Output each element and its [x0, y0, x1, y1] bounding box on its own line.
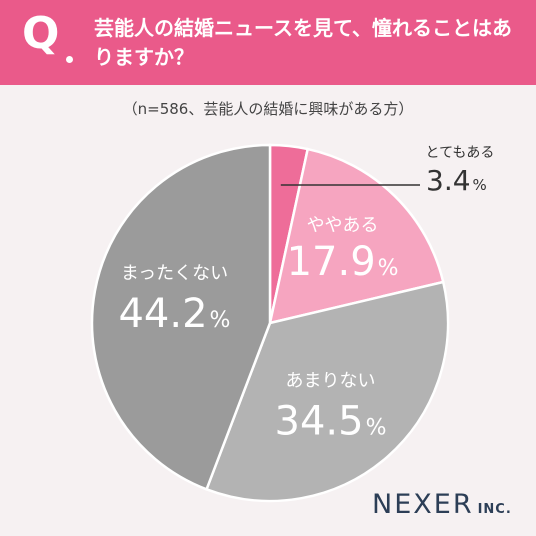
sample-note: （n=586、芸能人の結婚に興味がある方）	[122, 100, 414, 118]
q-mark: Q	[22, 8, 60, 59]
slice-label-4: まったくない	[121, 263, 228, 284]
slice-label-3: あまりない	[286, 371, 376, 392]
question-text: 芸能人の結婚ニュースを見て、憧れることはありますか？	[94, 16, 512, 69]
q-dot	[66, 56, 73, 63]
slice-label-2: ややある	[307, 215, 379, 236]
header-band: Q 芸能人の結婚ニュースを見て、憧れることはありますか？	[0, 0, 536, 85]
slice-label-1: とてもある	[426, 145, 495, 161]
slice-value-1: 3.4%	[426, 164, 487, 197]
slice-value-4: 44.2%	[118, 291, 230, 337]
pie-slice-3	[204, 280, 450, 503]
pie-slice-2	[268, 147, 445, 325]
slice-value-2: 17.9%	[287, 239, 399, 285]
slice-value-3: 34.5%	[275, 399, 387, 445]
logo-main-text: NEXER	[372, 489, 474, 520]
company-logo: NEXER INC.	[372, 489, 512, 520]
logo-sub-text: INC.	[477, 502, 512, 517]
pie-slice-4	[90, 143, 272, 491]
